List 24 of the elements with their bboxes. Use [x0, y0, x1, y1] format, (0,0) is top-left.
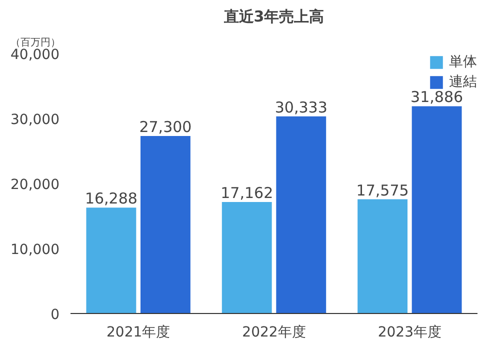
y-tick-label: 40,000: [10, 47, 60, 63]
bar: [276, 116, 326, 314]
data-label: 31,886: [410, 88, 464, 106]
x-tick-label: 2022年度: [242, 324, 306, 340]
data-label: 17,575: [356, 181, 409, 200]
data-label: 27,300: [139, 118, 192, 136]
bar: [358, 199, 408, 314]
y-axis-title: （百万円）: [10, 38, 60, 48]
y-tick-label: 30,000: [10, 112, 60, 128]
bar: [140, 136, 190, 314]
legend-label: 連結: [449, 73, 477, 90]
bar: [86, 208, 136, 314]
data-label: 17,162: [220, 184, 274, 202]
data-label: 16,288: [84, 190, 138, 208]
bar: [412, 106, 462, 314]
x-tick-label: 2023年度: [378, 324, 442, 340]
legend-label: 単体: [449, 53, 477, 71]
y-tick-label: 0: [50, 307, 60, 323]
y-tick-label: 20,000: [10, 177, 60, 193]
bar: [222, 202, 272, 314]
data-label: 30,333: [274, 98, 328, 116]
chart-title: 直近3年売上高: [222, 8, 324, 26]
y-tick-label: 10,000: [10, 242, 60, 258]
x-tick-label: 2021年度: [106, 324, 170, 340]
